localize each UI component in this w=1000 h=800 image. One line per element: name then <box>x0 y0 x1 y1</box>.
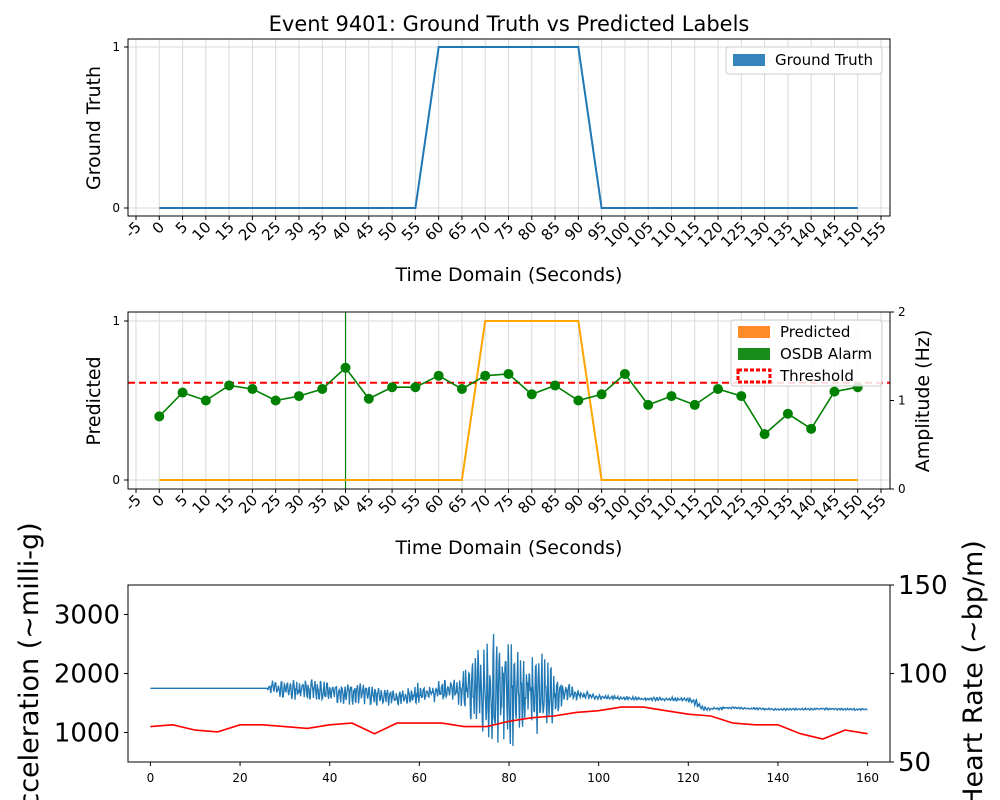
amplitude-point <box>363 393 374 404</box>
amplitude-point <box>806 423 817 434</box>
amplitude-point <box>829 386 840 397</box>
legend-swatch-predicted <box>738 326 770 338</box>
x-ticks: -5 0 5101520253035404550556065707580859095… <box>122 489 890 524</box>
amplitude-point <box>177 387 188 398</box>
x-tick-label: 160 <box>856 771 879 785</box>
legend: Predicted OSDB Alarm Threshold <box>730 319 883 387</box>
y2-tick-label: 2 <box>898 305 906 319</box>
x-tick-label: 5 <box>172 491 191 510</box>
predicted-panel: -5 0 5101520253035404550556065707580859095… <box>83 305 934 559</box>
y-axis-label: Predicted <box>83 356 105 445</box>
series-layer <box>150 633 868 747</box>
amplitude-point <box>550 380 561 391</box>
acceleration-line <box>150 633 868 747</box>
x-tick-label: 20 <box>232 771 247 785</box>
amplitude-point <box>526 389 537 400</box>
x-tick-label: 155 <box>857 491 890 524</box>
amplitude-point <box>456 383 467 394</box>
y2-tick-label: 100 <box>898 660 948 690</box>
x-tick-label: 155 <box>857 218 890 251</box>
y-tick-label: 2000 <box>54 660 120 690</box>
predicted-line <box>159 320 858 481</box>
amplitude-point <box>154 411 165 422</box>
amplitude-point <box>619 368 630 379</box>
legend-swatch-threshold <box>736 368 772 384</box>
x-tick-label: 40 <box>322 771 337 785</box>
y-tick-label: 0 <box>112 201 120 215</box>
legend-label-threshold: Threshold <box>779 367 854 385</box>
amplitude-point <box>643 399 654 410</box>
amplitude-point <box>410 382 421 393</box>
y2-ticks: 50 100 150 <box>890 571 948 778</box>
legend-swatch-osdb-alarm <box>738 348 770 360</box>
y-tick-label: 1 <box>112 40 120 54</box>
x-ticks: 0 20 40 60 80 100 120 140 160 <box>147 762 879 785</box>
y-tick-label: 0 <box>112 473 120 487</box>
y2-tick-label: 150 <box>898 571 948 601</box>
amplitude-point <box>433 370 444 381</box>
legend-swatch-ground-truth <box>733 54 765 66</box>
x-tick-label: 80 <box>501 771 516 785</box>
x-tick-label: 100 <box>587 771 610 785</box>
ground-truth-panel: -5 0 5101520253035404550556065707580859095… <box>83 38 891 286</box>
y-ticks: 01 <box>112 314 128 487</box>
sensor-panel: 0 20 40 60 80 100 120 140 160 1000 2000 3000 50 100… <box>14 522 989 800</box>
legend: Ground Truth <box>725 46 883 75</box>
legend-label-predicted: Predicted <box>780 323 850 341</box>
amplitude-point <box>782 408 793 419</box>
x-tick-label: 120 <box>677 771 700 785</box>
amplitude-point <box>247 383 258 394</box>
legend-frame <box>725 46 883 75</box>
y-axis-label: Acceleration (~milli-g) <box>14 522 45 800</box>
amplitude-point <box>503 368 514 379</box>
x-axis-label: Time Domain (Seconds) <box>395 537 623 559</box>
ground-truth-line <box>159 46 858 209</box>
x-tick-label: 0 <box>147 771 155 785</box>
amplitude-point <box>596 389 607 400</box>
series-layer <box>159 46 858 209</box>
y-ticks: 1000 2000 3000 <box>54 601 128 749</box>
y-axis-label: Ground Truth <box>83 66 105 190</box>
amplitude-point <box>387 382 398 393</box>
x-tick-label: 140 <box>766 771 789 785</box>
x-tick-label: -5 <box>122 218 145 241</box>
amplitude-point <box>736 391 747 402</box>
x-tick-label: 0 <box>149 491 168 510</box>
series-layer <box>128 312 890 489</box>
y2-ticks: 0 1 2 <box>890 305 906 496</box>
x-axis-label: Time Domain (Seconds) <box>395 264 623 286</box>
amplitude-point <box>573 395 584 406</box>
heart-rate-line <box>150 706 868 740</box>
y-ticks: 01 <box>112 40 128 215</box>
x-tick-label: 60 <box>412 771 427 785</box>
y-tick-label: 3000 <box>54 601 120 631</box>
amplitude-point <box>270 395 281 406</box>
y2-axis-label: Amplitude (Hz) <box>912 330 934 473</box>
y2-tick-label: 0 <box>898 482 906 496</box>
chart-title: Event 9401: Ground Truth vs Predicted La… <box>269 12 750 36</box>
amplitude-point <box>317 383 328 394</box>
amplitude-point <box>759 429 770 440</box>
x-ticks: -5 0 5101520253035404550556065707580859095… <box>122 216 890 251</box>
x-tick-label: -5 <box>122 491 145 514</box>
amplitude-point <box>713 383 724 394</box>
amplitude-point <box>293 391 304 402</box>
amplitude-point <box>224 380 235 391</box>
amplitude-point <box>200 395 211 406</box>
y-tick-label: 1000 <box>54 719 120 749</box>
y2-tick-label: 1 <box>898 394 906 408</box>
x-tick-label: 0 <box>149 218 168 237</box>
y2-tick-label: 50 <box>898 748 931 778</box>
x-tick-label: 5 <box>172 218 191 237</box>
y2-axis-label: Heart Rate (~bp/m) <box>958 540 989 800</box>
amplitude-point <box>480 370 491 381</box>
amplitude-point <box>666 391 677 402</box>
amplitude-point <box>689 399 700 410</box>
legend-label-osdb-alarm: OSDB Alarm <box>780 345 872 363</box>
amplitude-point <box>340 362 351 373</box>
legend-label-ground-truth: Ground Truth <box>775 51 873 69</box>
y-tick-label: 1 <box>112 314 120 328</box>
